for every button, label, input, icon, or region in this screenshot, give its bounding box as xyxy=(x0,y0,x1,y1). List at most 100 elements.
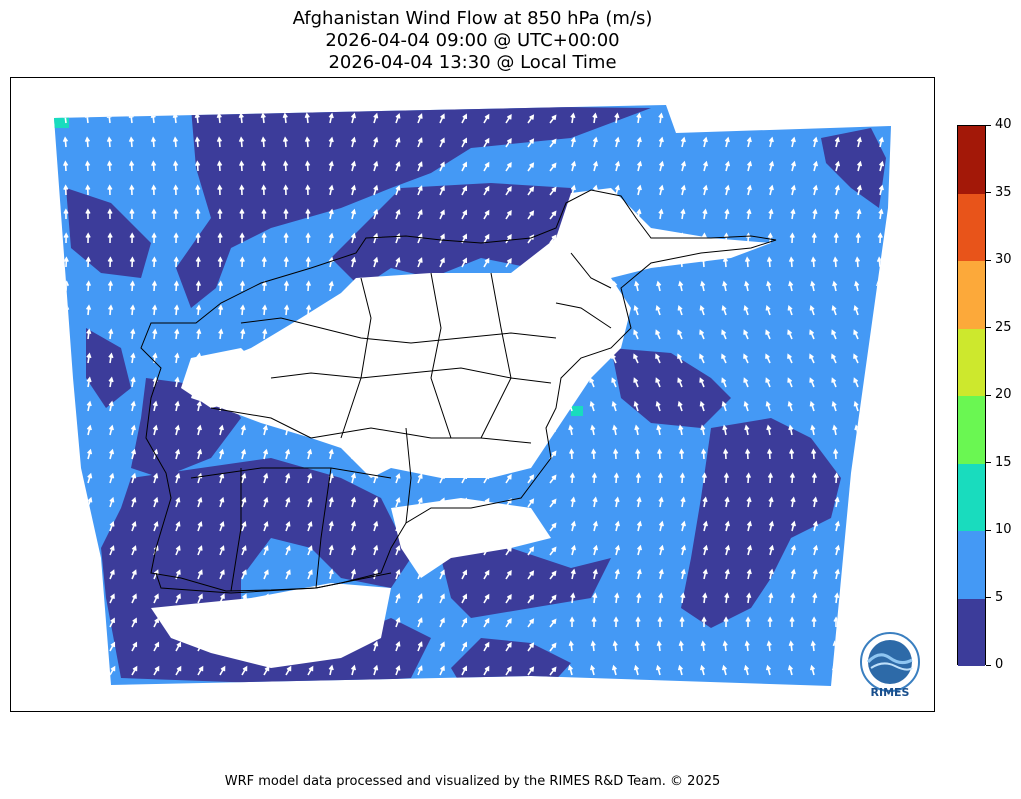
wind-arrow xyxy=(746,208,752,220)
wind-arrow xyxy=(636,520,642,532)
wind-arrow xyxy=(109,472,115,484)
wind-arrow xyxy=(832,280,838,292)
wind-arrow xyxy=(768,184,774,196)
wind-arrow xyxy=(483,377,490,388)
wind-arrow xyxy=(197,448,203,460)
wind-arrow xyxy=(743,353,749,364)
wind-arrow xyxy=(150,160,157,172)
wind-arrow xyxy=(483,233,490,244)
wind-arrow xyxy=(131,617,137,628)
wind-arrow xyxy=(766,424,772,436)
wind-arrow xyxy=(328,424,334,436)
wind-arrow xyxy=(239,256,245,268)
wind-arrow xyxy=(439,593,445,604)
wind-arrow xyxy=(658,112,664,124)
wind-arrow xyxy=(65,641,72,652)
wind-arrow xyxy=(744,256,751,268)
wind-arrow xyxy=(680,496,686,508)
wind-arrow xyxy=(219,496,225,508)
wind-arrow xyxy=(614,520,620,532)
wind-arrow xyxy=(328,520,334,532)
wind-arrow xyxy=(417,257,423,268)
wind-arrow xyxy=(505,618,512,628)
wind-arrow xyxy=(328,184,334,196)
wind-arrow xyxy=(812,160,819,172)
wind-arrow xyxy=(677,353,683,364)
wind-arrow xyxy=(461,521,468,532)
wind-arrow xyxy=(483,353,490,364)
wind-arrow xyxy=(721,377,727,388)
wind-arrow xyxy=(64,424,70,436)
wind-arrow xyxy=(218,328,224,340)
wind-arrow xyxy=(131,448,137,460)
wind-arrow xyxy=(505,258,512,268)
wind-arrow xyxy=(328,544,334,556)
calm-area-west xyxy=(181,348,271,408)
wind-arrow xyxy=(417,641,423,652)
wind-arrow xyxy=(173,232,179,244)
wind-arrow xyxy=(350,232,357,244)
wind-arrow xyxy=(328,112,334,124)
wind-arrow xyxy=(417,449,423,460)
wind-arrow xyxy=(173,256,179,268)
wind-arrow xyxy=(417,497,423,508)
afghanistan-border xyxy=(140,189,777,592)
wind-arrow xyxy=(812,208,818,220)
wind-arrow xyxy=(810,256,817,268)
wind-arrow xyxy=(765,304,771,316)
wind-arrow xyxy=(439,473,445,484)
wind-arrow xyxy=(591,232,597,244)
wind-arrow xyxy=(656,256,663,268)
wind-arrow xyxy=(350,280,357,292)
wind-arrow xyxy=(878,160,885,172)
wind-arrow xyxy=(613,472,620,484)
wind-arrow xyxy=(853,400,859,412)
wind-arrow xyxy=(285,448,291,460)
wind-arrow xyxy=(877,472,884,484)
wind-arrow xyxy=(239,304,246,316)
wind-arrow xyxy=(567,353,573,364)
wind-arrow xyxy=(483,161,490,172)
wind-arrow xyxy=(217,304,224,316)
wind-arrow xyxy=(483,617,490,628)
wind-arrow xyxy=(549,234,557,244)
wind-arrow xyxy=(636,160,643,172)
rimes-logo: RIMES xyxy=(857,632,923,700)
wind-arrow xyxy=(721,304,727,316)
wind-arrow xyxy=(196,424,202,436)
wind-arrow xyxy=(833,472,840,484)
wind-arrow xyxy=(656,280,662,292)
wind-arrow xyxy=(549,354,557,364)
wind-arrow xyxy=(614,112,620,124)
wind-arrow xyxy=(875,353,881,364)
wind-arrow xyxy=(678,640,684,652)
wind-arrow xyxy=(768,208,774,220)
wind-arrow xyxy=(570,184,576,196)
wind-arrow xyxy=(549,642,557,652)
wind-arrow xyxy=(877,232,883,244)
wind-arrow xyxy=(505,426,512,436)
colorbar-tick xyxy=(986,597,991,598)
wind-arrow xyxy=(106,160,113,172)
wind-arrow xyxy=(87,472,93,484)
wind-arrow xyxy=(373,640,379,652)
colorbar-tick xyxy=(986,394,991,396)
wind-arrow xyxy=(527,282,535,292)
wind-arrow xyxy=(527,402,535,412)
wind-arrow xyxy=(614,136,620,148)
wind-arrow xyxy=(790,592,796,604)
wind-arrow xyxy=(569,232,575,244)
colorbar-segment xyxy=(958,396,985,464)
wind-arrow xyxy=(328,304,334,316)
wind-arrow xyxy=(702,112,708,124)
wind-arrow xyxy=(304,160,311,172)
wind-arrow xyxy=(812,136,818,148)
wind-arrow xyxy=(831,353,837,364)
wind-arrow xyxy=(328,568,334,580)
wind-arrow xyxy=(790,136,796,148)
wind-arrow xyxy=(217,232,223,244)
wind-arrow xyxy=(173,280,180,292)
colorbar-segment xyxy=(958,193,985,261)
wind-arrow xyxy=(746,520,752,532)
wind-arrow xyxy=(549,474,557,484)
